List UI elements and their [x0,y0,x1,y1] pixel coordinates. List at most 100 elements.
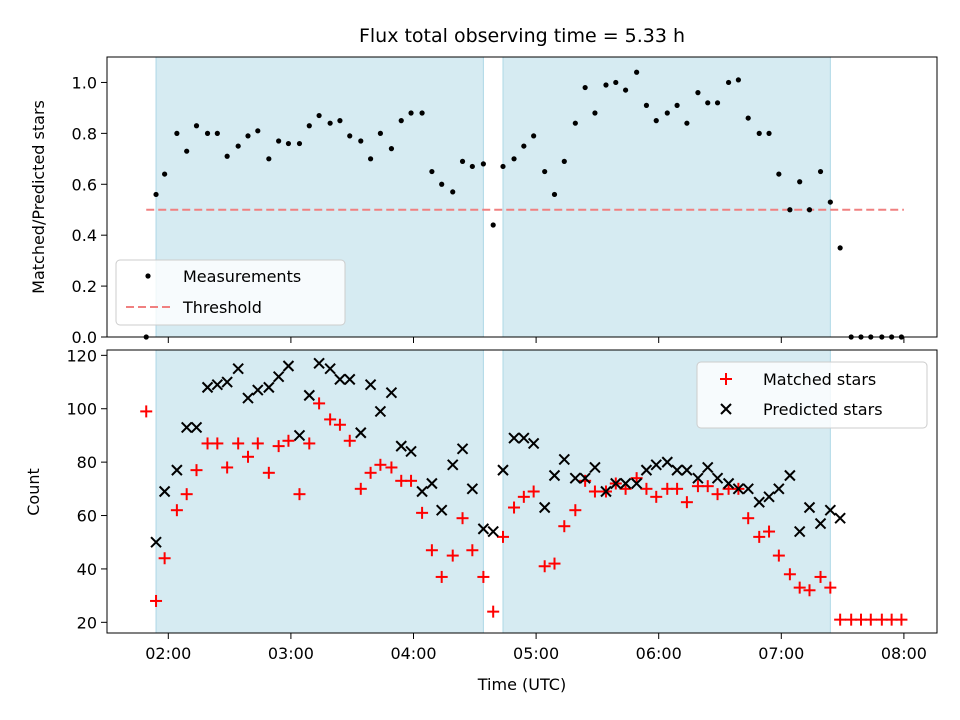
predicted-x-b [753,496,765,508]
measurement-point [551,191,558,198]
measurement-point [398,118,404,124]
predicted-x-b [681,464,693,476]
predicted-stars-point [416,485,428,498]
measurement-point [204,130,211,136]
predicted-x-b [221,376,233,388]
predicted-stars-point [447,459,459,471]
matched-stars-point [241,450,254,463]
predicted-x-b [364,379,377,391]
predicted-x-b [527,437,540,450]
bottom-y-tick-label-5: 120 [66,346,97,365]
predicted-stars-point [497,464,509,476]
x-tick-label-4: 06:00 [636,644,682,663]
predicted-x-b [303,389,315,402]
x-tick-label-5: 07:00 [758,644,804,663]
legend-matched-marker [720,373,732,385]
matched-stars-point [487,605,500,618]
legend-matched: Matched stars [763,370,876,389]
matched-stars-point [374,458,387,471]
measurement-point [193,123,200,129]
matched-stars-point [864,613,877,626]
matched-stars-point [272,440,285,453]
matched-stars-point [548,557,561,570]
measurement-point [500,163,506,170]
measurement-point [480,161,486,167]
measurement-point [358,138,364,144]
x-axis-label: Time (UTC) [477,675,566,694]
predicted-x-b [732,483,745,495]
measurement-point [827,199,833,205]
predicted-stars-point [742,483,754,495]
predicted-x-b [293,429,306,442]
measurement-point [787,207,793,213]
predicted-x-b [158,485,171,498]
predicted-x-b [374,405,387,418]
top-observing-window-1 [502,56,831,338]
matched-stars-point [333,418,346,431]
predicted-stars-point [619,477,632,490]
bottom-axes-frame [106,349,938,634]
predicted-x-b [834,512,846,524]
measurement-point [735,77,741,83]
matched-stars-point [385,461,398,474]
bottom-y-tick-label-4: 100 [66,400,97,419]
measurement-point [439,181,445,187]
bottom-points [140,357,908,626]
measurement-point [756,130,762,136]
legend-predicted-marker [720,403,732,415]
predicted-stars-point [589,461,601,474]
matched-stars-point [824,581,837,594]
measurement-point [162,171,168,177]
matched-stars-point [793,581,806,594]
predicted-stars-point [242,392,254,404]
matched-stars-point [158,552,171,565]
top-x-ticks [167,337,905,343]
measurement-point [153,191,159,198]
bottom-y-tick-label-2: 60 [77,507,97,526]
predicted-x-b [508,432,520,444]
predicted-x-b [711,472,724,484]
bottom-x-ticks: 02:00 03:00 04:00 05:00 06:00 07:00 08:00 [145,633,927,663]
predicted-stars-point [518,432,530,444]
predicted-x-b [589,461,601,474]
measurement-point [622,87,629,93]
predicted-x-b [282,360,295,372]
measurement-point [695,90,701,96]
measurement-point [511,156,517,162]
predicted-stars-point [773,483,785,495]
predicted-x-b [272,370,285,383]
predicted-x-b [650,459,662,471]
predicted-stars-point [344,373,356,386]
predicted-stars-point [221,376,233,388]
matched-stars-point [834,613,847,626]
predicted-stars-point [395,440,407,452]
top-y-tick-label-2: 0.4 [72,226,97,245]
predicted-stars-point [293,429,306,442]
predicted-stars-point [650,459,662,471]
matched-stars-point [446,549,459,562]
matched-stars-point [569,504,582,517]
predicted-stars-point [466,483,479,495]
predicted-stars-point [661,456,673,468]
predicted-stars-point [784,469,796,482]
predicted-stars-point [374,405,387,418]
x-tick-label-0: 02:00 [145,644,191,663]
legend-measurements: Measurements [183,267,301,286]
predicted-x-b [630,477,643,490]
top-points [143,69,905,340]
measurement-point [276,138,282,144]
predicted-x-b [569,472,582,484]
top-y-tick-label-1: 0.2 [72,277,97,296]
predicted-x-b [426,477,438,490]
predicted-x-b [793,525,806,538]
predicted-x-b [395,440,407,452]
predicted-stars-point [303,389,315,402]
x-tick-label-1: 03:00 [268,644,314,663]
predicted-x-b [538,501,551,514]
measurement-point [561,158,567,164]
matched-stars-point [742,512,755,525]
predicted-x-b [190,421,203,434]
predicted-stars-point [722,477,735,490]
bottom-y-tick-label-0: 20 [77,613,97,632]
